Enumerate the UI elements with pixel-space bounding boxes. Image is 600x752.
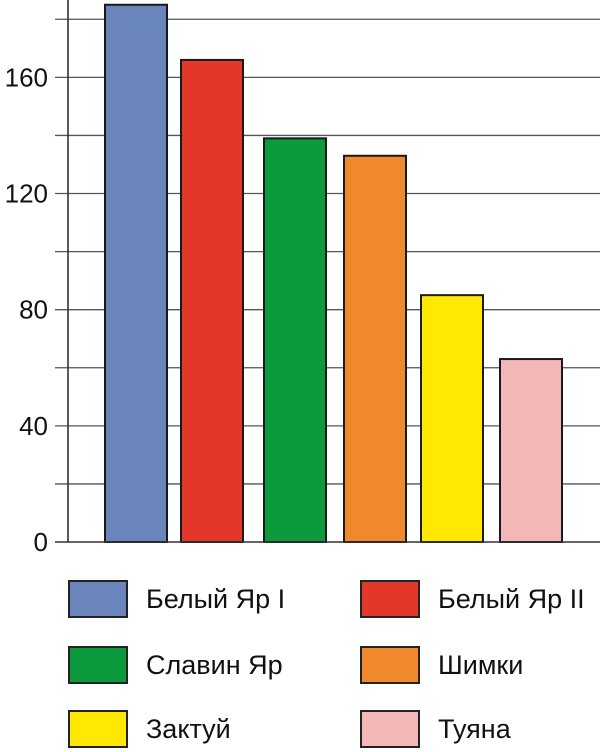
y-tick-label: 0	[34, 527, 48, 557]
legend-swatch	[68, 580, 128, 618]
bar-chart: 0 40 80 120 160	[5, 0, 600, 557]
bar-3	[263, 137, 327, 543]
bar-1	[104, 3, 168, 543]
legend-swatch	[360, 580, 420, 618]
y-tick-label: 80	[19, 295, 48, 325]
y-tick-label: 160	[5, 62, 48, 92]
bar-4	[343, 154, 407, 543]
legend-label: Туяна	[438, 713, 511, 744]
legend-swatch	[68, 646, 128, 684]
legend-item-zaktui: Зактуй	[68, 710, 231, 748]
legend-label: Шимки	[438, 649, 524, 680]
y-axis-ticks: 0 40 80 120 160	[5, 62, 48, 557]
legend-label: Зактуй	[146, 713, 231, 744]
bar-6	[499, 358, 563, 543]
legend-label: Славин Яр	[146, 649, 283, 680]
legend-label: Белый Яр II	[438, 583, 585, 614]
bar-2	[180, 58, 244, 543]
legend-item-belyi-yar-2: Белый Яр II	[360, 580, 585, 618]
legend-item-tuyana: Туяна	[360, 710, 511, 748]
y-tick-label: 40	[19, 411, 48, 441]
legend-swatch	[68, 710, 128, 748]
bars	[104, 3, 563, 543]
legend-label: Белый Яр I	[146, 583, 286, 614]
legend-item-belyi-yar-1: Белый Яр I	[68, 580, 285, 618]
legend-item-shimki: Шимки	[360, 646, 523, 684]
legend: Белый Яр I Белый Яр II Славин Яр Шимки З…	[0, 572, 600, 752]
y-tick-label: 120	[5, 179, 48, 209]
legend-swatch	[360, 710, 420, 748]
legend-item-slavin-yar: Славин Яр	[68, 646, 283, 684]
axes	[55, 0, 600, 543]
legend-swatch	[360, 646, 420, 684]
bar-5	[420, 294, 484, 543]
